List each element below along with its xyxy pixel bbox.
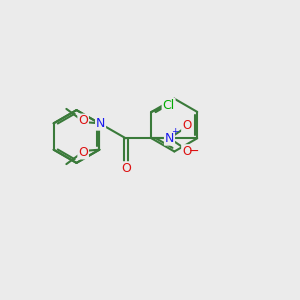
Text: O: O: [182, 145, 191, 158]
Text: −: −: [188, 145, 199, 158]
Text: N: N: [165, 132, 174, 145]
Text: Cl: Cl: [163, 99, 175, 112]
Text: O: O: [121, 162, 131, 175]
Text: N: N: [96, 117, 105, 130]
Text: O: O: [182, 118, 191, 132]
Text: O: O: [78, 146, 88, 159]
Text: +: +: [171, 127, 179, 136]
Text: O: O: [78, 114, 88, 128]
